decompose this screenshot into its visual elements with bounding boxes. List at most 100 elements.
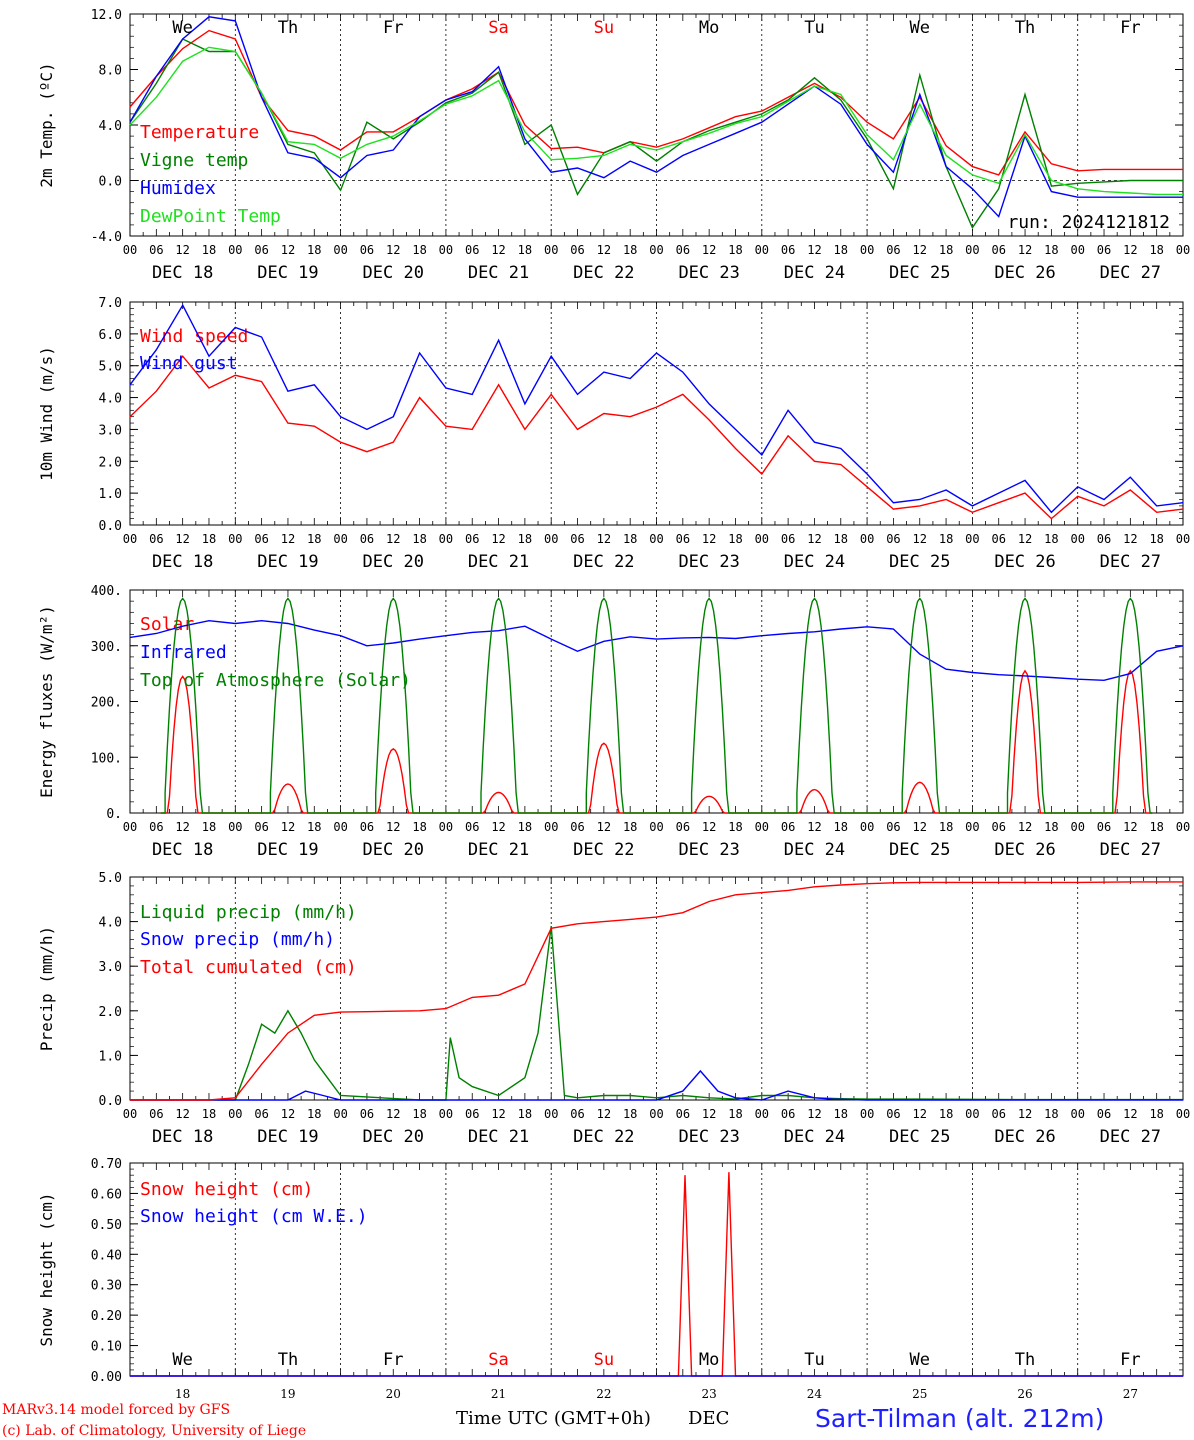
- hour-label: 00: [228, 243, 242, 257]
- station-name: Sart-Tilman (alt. 212m): [815, 1404, 1104, 1433]
- hour-label: 18: [623, 532, 637, 546]
- hour-label: 06: [676, 532, 690, 546]
- date-label: DEC 23: [678, 1127, 739, 1147]
- hour-label: 00: [1070, 820, 1084, 834]
- hour-label: 00: [1070, 1107, 1084, 1121]
- y-tick-label: 5.0: [99, 871, 122, 886]
- hour-label: 06: [254, 820, 268, 834]
- hour-label: 00: [755, 532, 769, 546]
- hour-label: 06: [991, 243, 1005, 257]
- hour-label: 06: [676, 1107, 690, 1121]
- y-tick-label: 3.0: [99, 960, 122, 975]
- hour-label: 12: [281, 243, 295, 257]
- hour-label: 18: [834, 1107, 848, 1121]
- hour-label: 06: [465, 243, 479, 257]
- hour-label: 06: [991, 1107, 1005, 1121]
- date-label: DEC 25: [889, 552, 950, 572]
- hour-label: 12: [597, 1107, 611, 1121]
- hour-label: 06: [1097, 532, 1111, 546]
- hour-label: 18: [307, 243, 321, 257]
- day-label: Sa: [488, 18, 508, 38]
- hour-label: 12: [1123, 820, 1137, 834]
- hour-label: 12: [702, 243, 716, 257]
- legend-entry: Solar: [140, 614, 194, 635]
- time-axis-label: Time UTC (GMT+0h): [456, 1408, 651, 1429]
- y-tick-label: 0.40: [91, 1248, 122, 1263]
- hour-label: 18: [202, 532, 216, 546]
- y-tick-label: 2.0: [99, 455, 122, 470]
- date-label: DEC 26: [994, 1127, 1055, 1147]
- day-number: 24: [807, 1387, 823, 1401]
- hour-label: 12: [281, 820, 295, 834]
- date-label: DEC 24: [784, 840, 845, 860]
- hour-label: 12: [175, 532, 189, 546]
- legend-entry: Vigne temp: [140, 150, 248, 171]
- series-line-wind-speed: [129, 355, 1184, 520]
- date-label: DEC 24: [784, 1127, 845, 1147]
- y-tick-label: 200.: [91, 696, 122, 711]
- date-label: DEC 20: [363, 263, 424, 283]
- date-label: DEC 26: [994, 552, 1055, 572]
- hour-label: 12: [913, 532, 927, 546]
- hour-label: 12: [175, 243, 189, 257]
- hour-label: 06: [991, 532, 1005, 546]
- hour-label: 12: [597, 532, 611, 546]
- hour-label: 18: [518, 820, 532, 834]
- series-line-wind-gust: [129, 303, 1184, 514]
- hour-label: 00: [228, 820, 242, 834]
- hour-label: 18: [1149, 532, 1163, 546]
- hour-label: 18: [202, 820, 216, 834]
- hour-label: 18: [412, 1107, 426, 1121]
- series-line-top-of-atmosphere-solar-: [160, 597, 1153, 814]
- date-label: DEC 26: [994, 840, 1055, 860]
- hour-label: 06: [254, 532, 268, 546]
- hour-label: 18: [939, 532, 953, 546]
- y-tick-label: 4.0: [99, 392, 122, 407]
- hour-label: 06: [465, 532, 479, 546]
- legend-entry: Top of Atmosphere (Solar): [140, 670, 411, 691]
- hour-label: 12: [597, 243, 611, 257]
- panel-2: 0.0 1.0 2.0 3.0 4.0 5.0 6.0 7.0 10m Wind (m/s) Wi…: [37, 296, 1190, 572]
- hour-label: 06: [149, 532, 163, 546]
- month-label: DEC: [688, 1408, 729, 1429]
- legend-entry: Total cumulated (cm): [140, 957, 357, 978]
- day-number: 21: [491, 1387, 506, 1401]
- day-label: Tu: [804, 1350, 824, 1370]
- day-number: 20: [386, 1387, 401, 1401]
- date-label: DEC 27: [1100, 840, 1161, 860]
- hour-label: 12: [491, 1107, 505, 1121]
- hour-label: 12: [1123, 532, 1137, 546]
- y-tick-label: 3.0: [99, 423, 122, 438]
- y-tick-label: 0.00: [91, 1370, 122, 1385]
- legend-entry: Infrared: [140, 642, 227, 663]
- date-label: DEC 20: [363, 552, 424, 572]
- hour-label: 00: [1176, 532, 1190, 546]
- hour-label: 00: [123, 532, 137, 546]
- hour-label: 12: [175, 1107, 189, 1121]
- hour-label: 12: [807, 532, 821, 546]
- y-tick-label: 0.70: [91, 1157, 122, 1172]
- date-label: DEC 24: [784, 552, 845, 572]
- y-axis-label: 10m Wind (m/s): [37, 346, 56, 481]
- hour-label: 06: [676, 820, 690, 834]
- hour-label: 06: [886, 1107, 900, 1121]
- date-label: DEC 18: [152, 1127, 213, 1147]
- date-label: DEC 21: [468, 840, 529, 860]
- hour-label: 06: [149, 1107, 163, 1121]
- hour-label: 18: [518, 532, 532, 546]
- hour-label: 00: [439, 532, 453, 546]
- hour-label: 18: [412, 243, 426, 257]
- y-tick-label: 1.0: [99, 1049, 122, 1064]
- legend-entry: Temperature: [140, 122, 259, 143]
- panel-5: 0.00 0.10 0.20 0.30 0.40 0.50 0.60 0.70 Snow hei…: [37, 1157, 1184, 1401]
- hour-label: 18: [623, 1107, 637, 1121]
- y-tick-label: 6.0: [99, 328, 122, 343]
- hour-label: 12: [702, 820, 716, 834]
- hour-label: 00: [965, 243, 979, 257]
- meteogram-panels: -4.0 0.0 4.0 8.0 12.0 2m Temp. (ºC) Temperatur…: [37, 8, 1190, 1401]
- y-tick-label: 0.50: [91, 1218, 122, 1233]
- hour-label: 00: [228, 532, 242, 546]
- day-label: Su: [594, 1350, 614, 1370]
- hour-label: 00: [544, 532, 558, 546]
